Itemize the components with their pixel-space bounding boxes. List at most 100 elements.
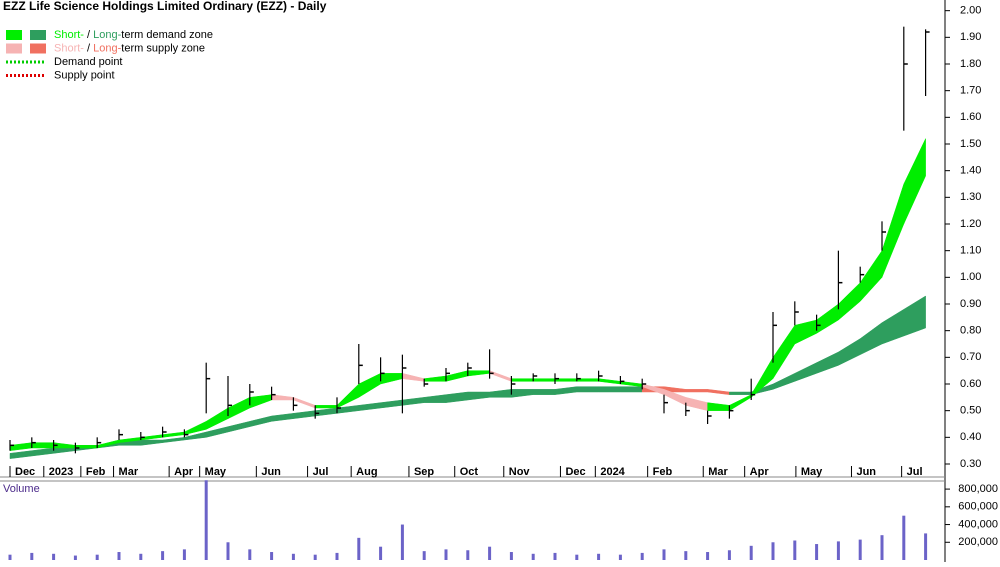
- legend-label: Demand point: [54, 56, 123, 68]
- volume-bar: [73, 555, 77, 560]
- volume-bar: [706, 552, 710, 560]
- volume-bar: [291, 553, 295, 560]
- volume-bar: [640, 552, 644, 560]
- volume-bar: [684, 551, 688, 560]
- volume-bar: [139, 553, 143, 560]
- x-tick-label: Apr: [750, 466, 770, 478]
- y-tick-label: 1.80: [960, 58, 981, 70]
- legend-swatch: [6, 30, 22, 40]
- short-zone-segment: [314, 405, 338, 409]
- legend-label: Supply point: [54, 69, 115, 81]
- x-tick-label: Dec: [15, 466, 35, 478]
- y-tick-label: 0.90: [960, 298, 981, 310]
- x-tick-label: May: [801, 466, 823, 478]
- legend-text: term demand zone: [121, 29, 213, 41]
- x-tick-label: Mar: [708, 466, 728, 478]
- volume-bar: [182, 549, 186, 560]
- volume-bar: [444, 549, 448, 560]
- legend-text: term supply zone: [121, 42, 205, 54]
- legend-text: Supply point: [54, 69, 115, 81]
- long-zone-segment: [576, 386, 599, 393]
- volume-title: Volume: [3, 483, 40, 495]
- volume-tick-label: 200,000: [958, 536, 998, 548]
- volume-tick-label: 600,000: [958, 501, 998, 513]
- legend-swatch: [30, 43, 46, 54]
- legend-text: Short-: [54, 42, 84, 54]
- x-tick-label: Apr: [174, 466, 194, 478]
- volume-bar: [8, 554, 12, 560]
- legend-text: Long-: [93, 29, 121, 41]
- y-tick-label: 1.20: [960, 218, 981, 230]
- legend-label: Short- / Long-term supply zone: [54, 42, 205, 54]
- y-tick-label: 1.60: [960, 111, 981, 123]
- volume-bar: [858, 539, 862, 560]
- y-tick-label: 1.10: [960, 245, 981, 257]
- x-tick-label: Jul: [907, 466, 923, 478]
- volume-bar: [400, 524, 404, 560]
- x-tick-label: Oct: [460, 466, 479, 478]
- legend-swatch: [6, 43, 22, 54]
- volume-bar: [597, 553, 601, 560]
- volume-bar: [313, 554, 317, 560]
- x-tick-label: Jun: [856, 466, 876, 478]
- short-zone-segment: [511, 378, 534, 382]
- volume-bar: [880, 535, 884, 560]
- short-zone-segment: [31, 442, 54, 449]
- legend-text: Short-: [54, 29, 84, 41]
- short-zone-segment: [532, 378, 556, 382]
- y-tick-label: 0.40: [960, 431, 981, 443]
- long-zone-segment: [620, 386, 643, 393]
- x-tick-label: May: [205, 466, 227, 478]
- plot-bg: [0, 0, 945, 562]
- long-zone-segment: [729, 391, 752, 395]
- volume-bar: [226, 542, 230, 560]
- volume-bar: [902, 515, 906, 560]
- legend-text: Long-: [93, 42, 121, 54]
- volume-bar: [335, 552, 339, 560]
- volume-bar: [793, 540, 797, 560]
- x-tick-label: Jun: [261, 466, 281, 478]
- volume-bar: [161, 551, 165, 560]
- volume-bar: [575, 554, 579, 560]
- x-tick-label: Sep: [414, 466, 434, 478]
- y-tick-label: 2.00: [960, 5, 981, 17]
- volume-tick-label: 400,000: [958, 518, 998, 530]
- y-tick-label: 1.30: [960, 191, 981, 203]
- volume-bar: [509, 552, 513, 560]
- volume-bar: [553, 552, 557, 560]
- volume-bar: [836, 541, 840, 560]
- x-tick-label: Dec: [565, 466, 585, 478]
- long-zone-segment: [598, 386, 621, 393]
- y-tick-label: 0.70: [960, 351, 981, 363]
- y-tick-label: 0.30: [960, 458, 981, 470]
- volume-bar: [30, 552, 34, 560]
- legend-text: Demand point: [54, 56, 123, 68]
- volume-bar: [422, 551, 426, 560]
- x-tick-label: Jul: [313, 466, 329, 478]
- x-tick-label: Mar: [119, 466, 139, 478]
- volume-bar: [531, 553, 535, 560]
- y-tick-label: 0.50: [960, 405, 981, 417]
- long-zone-segment: [903, 295, 926, 337]
- short-zone-segment: [903, 138, 926, 225]
- volume-bar: [749, 545, 753, 560]
- volume-bar: [379, 546, 383, 560]
- legend-text: /: [84, 29, 93, 41]
- volume-bar: [117, 552, 121, 560]
- y-tick-label: 1.00: [960, 271, 981, 283]
- chart-title: EZZ Life Science Holdings Limited Ordina…: [3, 0, 327, 13]
- x-tick-label: Feb: [86, 466, 106, 478]
- y-tick-label: 1.50: [960, 138, 981, 150]
- long-zone-segment: [532, 389, 556, 395]
- volume-bar: [727, 550, 731, 560]
- x-tick-label: Feb: [653, 466, 673, 478]
- volume-bar: [488, 546, 492, 560]
- volume-bar: [466, 550, 470, 560]
- x-tick-label: Aug: [356, 466, 377, 478]
- volume-tick-label: 800,000: [958, 483, 998, 495]
- y-tick-label: 0.80: [960, 325, 981, 337]
- y-tick-label: 1.40: [960, 165, 981, 177]
- legend-text: /: [84, 42, 93, 54]
- legend-label: Short- / Long-term demand zone: [54, 29, 213, 41]
- y-tick-label: 0.60: [960, 378, 981, 390]
